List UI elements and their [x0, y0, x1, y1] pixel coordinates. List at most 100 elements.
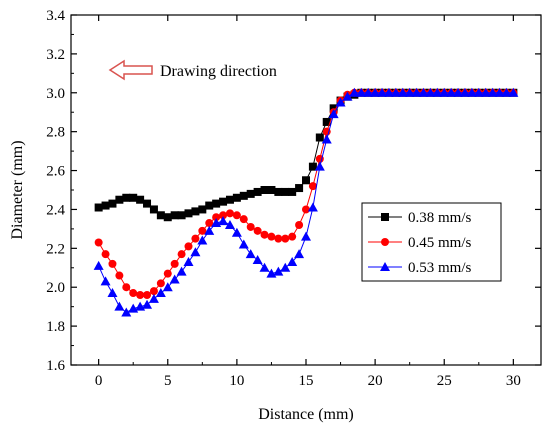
data-point: [308, 182, 317, 191]
data-point: [287, 256, 298, 266]
data-point: [425, 87, 436, 97]
data-point: [136, 291, 145, 299]
x-tick-label: 20: [368, 373, 383, 389]
left-arrow-icon: [108, 59, 153, 81]
y-tick-label: 2.0: [46, 280, 65, 296]
data-point: [114, 301, 125, 311]
y-tick-label: 2.4: [46, 202, 65, 218]
x-tick-label: 15: [299, 373, 314, 389]
data-point: [356, 87, 367, 97]
data-point: [219, 197, 228, 206]
data-point: [370, 87, 381, 97]
data-point: [267, 232, 276, 241]
data-point: [115, 271, 124, 280]
data-point: [162, 282, 173, 292]
data-point: [197, 235, 208, 245]
data-point: [295, 221, 304, 229]
data-point: [149, 205, 158, 214]
data-point: [148, 293, 159, 303]
data-point: [191, 234, 200, 243]
data-point: [239, 215, 248, 224]
y-tick-label: 2.6: [46, 164, 65, 180]
y-tick-label: 1.8: [46, 319, 65, 335]
data-point: [322, 117, 331, 126]
data-point: [219, 211, 228, 220]
series-2: [93, 87, 519, 317]
data-point: [321, 134, 332, 144]
data-point: [231, 227, 242, 237]
data-point: [274, 187, 283, 196]
data-point: [446, 87, 457, 97]
data-point: [176, 266, 187, 276]
data-point: [501, 87, 512, 97]
y-tick-label: 2.8: [46, 125, 65, 141]
data-point: [94, 203, 103, 212]
data-point: [184, 242, 193, 251]
data-point: [156, 279, 165, 288]
data-point: [252, 255, 263, 264]
data-point: [260, 186, 269, 194]
data-point: [328, 109, 339, 119]
data-point: [156, 211, 165, 220]
data-point: [204, 225, 215, 235]
data-point: [473, 87, 484, 97]
data-point: [108, 259, 117, 268]
annotation-label: Drawing direction: [160, 63, 277, 80]
data-point: [404, 87, 415, 97]
data-point: [198, 226, 207, 235]
x-tick-label: 30: [506, 373, 521, 389]
data-point: [260, 230, 269, 239]
data-point: [198, 205, 207, 214]
legend-label: 0.53 mm/s: [408, 260, 472, 276]
data-point: [314, 161, 325, 171]
data-point: [232, 193, 241, 202]
legend-marker: [381, 213, 389, 221]
data-point: [129, 289, 138, 298]
data-point: [259, 262, 270, 272]
data-point: [383, 87, 394, 97]
data-point: [246, 189, 255, 198]
data-point: [267, 186, 276, 194]
data-point: [253, 187, 262, 196]
data-point: [288, 187, 297, 196]
data-point: [280, 262, 291, 272]
data-point: [205, 201, 214, 210]
data-point: [273, 266, 284, 276]
data-point: [246, 222, 255, 231]
legend-label: 0.38 mm/s: [408, 210, 472, 226]
annotation: Drawing direction: [108, 59, 277, 81]
data-point: [245, 249, 256, 259]
data-point: [274, 234, 283, 243]
x-tick-label: 5: [164, 373, 172, 389]
data-point: [239, 191, 248, 200]
data-point: [307, 202, 318, 212]
axes: 0 5 10 15 20 25 30 1.6 1.8 2.0 2.2 2.4 2.6 2.8 3.0 3.2 3…: [9, 8, 542, 423]
y-tick-label: 3.0: [46, 86, 65, 102]
data-point: [224, 220, 235, 229]
data-point: [301, 231, 311, 241]
data-point: [288, 232, 297, 241]
data-point: [212, 199, 221, 208]
x-axis-title: Distance (mm): [258, 406, 354, 423]
data-point: [108, 199, 117, 208]
data-point: [253, 226, 262, 235]
x-tick-label: 10: [229, 373, 244, 389]
data-point: [122, 283, 131, 292]
data-point: [411, 87, 422, 97]
data-point: [93, 260, 104, 270]
y-axis-title: Diameter (mm): [9, 140, 26, 239]
data-point: [177, 250, 186, 259]
y-tick-label: 3.2: [46, 47, 65, 63]
data-point: [163, 269, 172, 278]
data-point: [238, 239, 249, 249]
data-point: [281, 187, 290, 196]
data-point: [107, 288, 118, 298]
data-point: [397, 87, 408, 97]
data-point: [122, 193, 131, 202]
plot-series: [93, 87, 519, 317]
data-point: [170, 211, 179, 220]
data-point: [302, 205, 310, 214]
data-point: [487, 87, 498, 97]
data-point: [294, 249, 305, 259]
